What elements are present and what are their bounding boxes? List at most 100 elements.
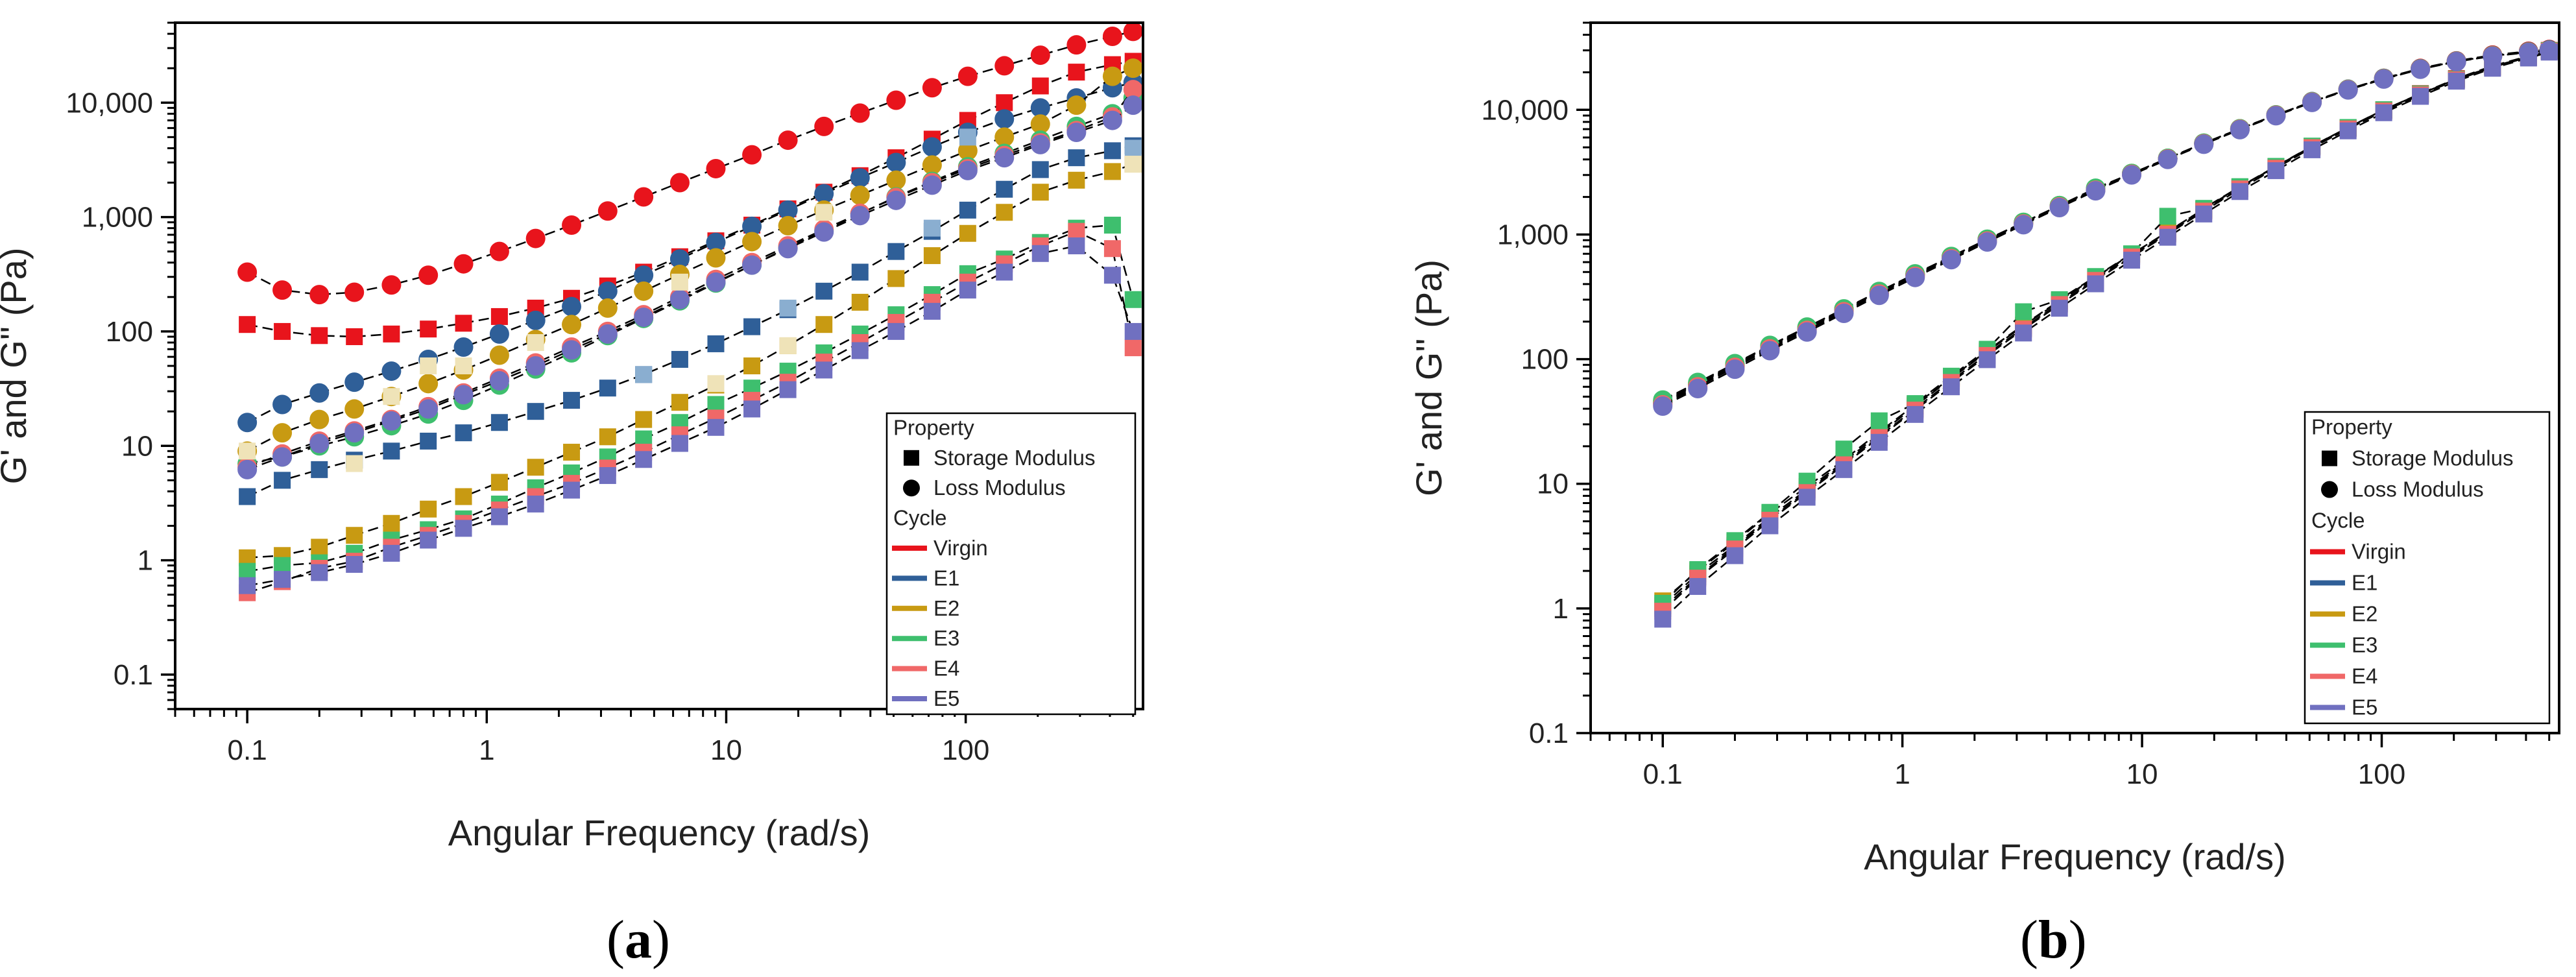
y-tick-label: 0.1 (1529, 718, 1569, 749)
data-point (2194, 134, 2214, 154)
data-point (418, 265, 439, 285)
data-point (1798, 488, 1816, 506)
data-point (922, 175, 942, 195)
series-line (1662, 49, 2549, 401)
data-point (1761, 517, 1779, 535)
data-point (311, 538, 328, 556)
data-point (2540, 43, 2558, 61)
series-e5-storage (1654, 43, 2558, 628)
data-point (1977, 232, 1997, 252)
data-point (1068, 64, 1085, 81)
y-tick-label: 0.1 (114, 659, 153, 691)
data-point (2411, 59, 2431, 79)
data-point (778, 200, 798, 220)
data-point (346, 455, 363, 472)
data-point (562, 315, 582, 335)
data-point (706, 248, 726, 268)
x-axis-label: Angular Frequency (rad/s) (448, 812, 871, 853)
data-point (418, 399, 439, 419)
data-point (850, 186, 870, 206)
data-point (994, 56, 1015, 76)
y-tick-label: 10 (121, 430, 153, 462)
data-point (344, 282, 365, 302)
data-point (1123, 58, 1143, 78)
data-point (707, 375, 725, 392)
data-point (996, 180, 1013, 198)
data-point (2446, 52, 2466, 72)
data-point (815, 204, 833, 221)
data-point (1726, 547, 1744, 564)
data-point (1760, 341, 1780, 361)
data-point (886, 170, 906, 190)
data-point (599, 380, 616, 397)
data-point (597, 298, 618, 318)
data-point (742, 255, 762, 275)
data-point (923, 302, 941, 320)
plot-frame (174, 21, 1144, 710)
data-point (2014, 215, 2034, 235)
data-point (1068, 237, 1085, 254)
data-point (1834, 303, 1854, 323)
data-point (996, 263, 1013, 281)
data-point (562, 340, 582, 360)
data-point (239, 562, 256, 580)
data-point (671, 394, 688, 411)
data-point (1979, 351, 1996, 368)
data-point (706, 158, 726, 178)
x-tick-label: 1 (479, 734, 494, 766)
data-point (527, 403, 544, 420)
data-point (272, 423, 293, 443)
data-point (455, 315, 472, 332)
y-tick-label: 10,000 (1481, 94, 1569, 126)
data-point (1942, 250, 1962, 270)
data-point (1689, 578, 1707, 596)
data-point (2230, 119, 2250, 139)
data-point (563, 444, 581, 461)
data-point (706, 272, 726, 292)
data-point (1066, 123, 1087, 143)
data-point (1066, 35, 1087, 55)
data-point (886, 152, 906, 173)
data-point (346, 527, 363, 544)
data-point (309, 409, 330, 429)
data-point (743, 400, 761, 418)
data-point (597, 281, 618, 301)
data-point (850, 168, 870, 188)
series-e5-storage (239, 237, 1142, 594)
data-point (634, 281, 654, 301)
series-e5-loss (237, 95, 1143, 479)
data-point (635, 451, 653, 468)
legend-box (2304, 411, 2551, 725)
data-point (634, 265, 654, 285)
chart-a: 0.1 1 10 100 0.1 1 10 100 1,000 10,000 Angular Fre… (0, 21, 1144, 853)
x-tick-label: 1 (1894, 758, 1910, 790)
data-point (2520, 49, 2537, 67)
y-tick-label: 10 (1537, 468, 1569, 500)
data-point (887, 322, 905, 340)
data-point (2049, 198, 2069, 218)
data-point (743, 357, 761, 374)
legend-title-property: Property (2311, 415, 2392, 439)
legend-label-virgin: Virgin (2352, 540, 2406, 564)
y-tick-label: 1,000 (82, 202, 153, 234)
legend-marker-square (2322, 450, 2337, 466)
data-point (634, 308, 654, 328)
series-virgin-storage (239, 53, 1142, 345)
y-axis-label: G' and G'' (Pa) (0, 247, 34, 484)
data-point (420, 432, 437, 450)
x-tick-label: 100 (2358, 758, 2405, 790)
data-point (239, 442, 256, 460)
panel-label-a: (a) (607, 910, 670, 970)
data-point (455, 520, 472, 537)
data-point (1068, 171, 1085, 189)
data-point (850, 103, 870, 123)
data-point (743, 318, 761, 335)
data-point (599, 428, 616, 446)
data-point (490, 474, 508, 491)
data-point (778, 215, 798, 235)
data-point (1103, 163, 1121, 180)
data-point (344, 372, 365, 392)
data-point (599, 467, 616, 485)
data-point (2158, 149, 2178, 169)
data-point (344, 423, 365, 443)
